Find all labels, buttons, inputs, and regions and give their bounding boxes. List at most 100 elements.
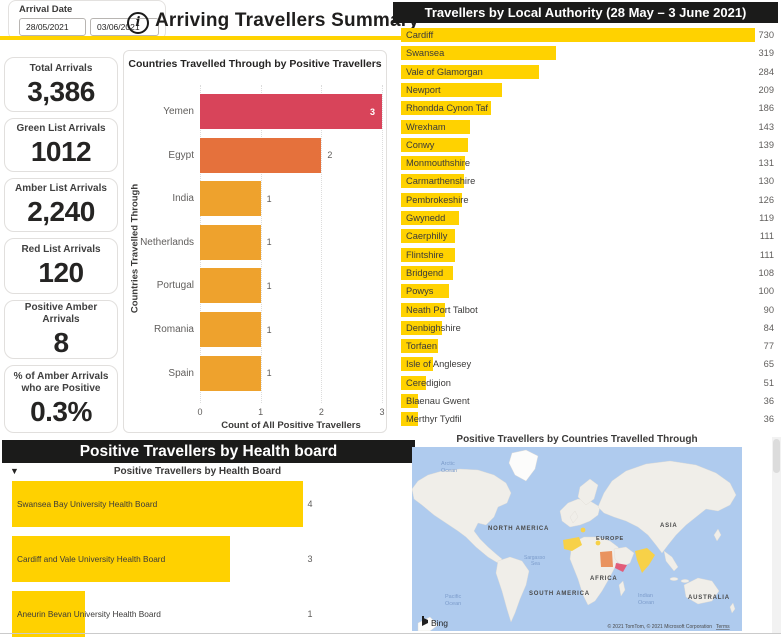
kpi-card-positive-amber-arrivals: Positive Amber Arrivals 8 [4,300,118,359]
bar-powys[interactable] [401,284,450,299]
la-row-merthyr-tydfil: Merthyr Tydfil 36 [393,411,778,429]
kpi-value: 3,386 [27,75,95,107]
bar-portugal[interactable] [200,268,261,304]
bar-cardiff-and-vale-university-health-board[interactable] [12,536,231,582]
bar-torfaen[interactable] [401,339,439,354]
data-label: 139 [758,139,774,150]
bar-romania[interactable] [200,312,261,347]
svg-text:Ocean: Ocean [445,601,461,607]
kpi-label: Amber List Arrivals [15,183,107,194]
la-row-ceredigion: Ceredigion 51 [393,375,778,393]
data-label: 284 [758,66,774,77]
page-title: Arriving Travellers Summary [155,10,420,31]
y-axis-title: Countries Travelled Through [129,183,141,314]
category-label: Egypt [168,149,194,161]
bar-merthyr-tydfil[interactable] [401,412,419,427]
la-row-wrexham: Wrexham 143 [393,119,778,137]
map-highlight-spain[interactable] [563,537,582,551]
bar-vale-of-glamorgan[interactable] [401,64,539,79]
bar-swansea[interactable] [401,46,556,61]
indonesia-island [669,577,679,581]
europe [559,498,601,528]
bar-monmouthshire[interactable] [401,156,465,171]
bar-spain[interactable] [200,355,261,391]
la-row-torfaen: Torfaen 77 [393,338,778,356]
bar-pembrokeshire[interactable] [401,192,463,207]
bar-conwy[interactable] [401,137,469,152]
info-icon[interactable]: i [127,12,149,34]
bar-gwynedd[interactable] [401,211,459,225]
local-authority-chart: Cardiff 730 Swansea 319 Vale of Glamorgan 284… [393,27,778,433]
data-label: 84 [763,322,774,333]
category-label: Cardiff and Vale University Health Board [17,554,166,564]
category-label: Carmarthenshire [406,176,476,187]
category-label: Caerphilly [406,231,448,242]
category-label: Romania [153,324,194,335]
map-highlight-india[interactable] [635,548,655,573]
data-label: 36 [763,414,774,425]
chart-title: Positive Travellers by Health Board [113,466,282,477]
health-board-panel-header: Positive Travellers by Health board [2,440,415,463]
greenland [508,449,539,482]
scrollbar[interactable] [772,437,781,633]
bar-bridgend[interactable] [401,265,454,280]
dropdown-arrow-icon[interactable]: ▼ [10,466,19,476]
data-label: 4 [307,499,313,509]
category-label: Blaenau Gwent [406,396,470,406]
date-start-input[interactable]: 28/05/2021 [19,18,86,36]
bar-flintshire[interactable] [401,247,455,262]
data-label: 90 [763,304,774,315]
map-highlight-netherlands[interactable] [580,527,586,533]
kpi-label: Green List Arrivals [16,123,106,134]
bar-isle-of-anglesey[interactable] [401,357,433,372]
bar-ceredigion[interactable] [401,375,426,390]
category-label: Conwy [406,139,435,150]
kpi-card-of-amber-arrivals-who-are-positive: % of Amber Arrivals who are Positive 0.3% [4,365,118,433]
bar-india[interactable] [200,181,261,217]
map-highlights[interactable] [563,527,655,573]
bar-aneurin-bevan-university-health-board[interactable] [12,591,85,637]
british-isles [569,510,579,524]
map-highlight-romania[interactable] [595,540,601,546]
bar-denbighshire[interactable] [401,320,442,335]
data-label: 1 [266,324,272,335]
la-row-swansea: Swansea 319 [393,45,778,63]
data-label: 65 [763,359,774,370]
svg-text:Ocean: Ocean [638,600,654,606]
bar-newport[interactable] [401,82,503,97]
bar-netherlands[interactable] [200,224,261,260]
la-row-pembrokeshire: Pembrokeshire 126 [393,192,778,210]
la-row-vale-of-glamorgan: Vale of Glamorgan 284 [393,64,778,82]
map-label-pacific: Pacific [445,594,461,600]
bar-neath-port-talbot[interactable] [401,302,445,317]
bing-logo-text: Bing [431,618,448,628]
la-row-gwynedd: Gwynedd 119 [393,210,778,228]
map-label-europe: EUROPE [596,536,624,542]
kpi-label: % of Amber Arrivals who are Positive [13,371,109,394]
bar-rhondda-cynon-taf[interactable] [401,101,492,116]
category-label: Cardiff [406,30,434,40]
data-label: 1 [266,237,272,248]
kpi-card-red-list-arrivals: Red List Arrivals 120 [4,238,118,294]
gridline [382,85,383,403]
kpi-value: 8 [53,326,69,358]
category-label: Ceredigion [406,377,451,388]
map-highlight-yemen[interactable] [615,563,627,572]
bar-cardiff[interactable] [401,28,755,42]
bar-blaenau-gwent[interactable] [401,394,419,408]
bar-carmarthenshire[interactable] [401,174,465,189]
map-terms-link[interactable]: Terms [716,624,730,630]
la-row-powys: Powys 100 [393,283,778,301]
bar-wrexham[interactable] [401,119,471,134]
data-label: 111 [759,249,774,260]
bar-egypt[interactable] [200,137,322,173]
kpi-value: 1012 [30,136,92,167]
scrollbar-thumb[interactable] [773,439,780,473]
bar-yemen[interactable] [200,94,382,129]
bar-caerphilly[interactable] [401,229,455,244]
la-row-denbighshire: Denbighshire 84 [393,320,778,338]
bar-swansea-bay-university-health-board[interactable] [12,481,303,527]
map-labels: Arctic Ocean NORTH AMERICA EUROPE ASIA P… [441,461,729,607]
map-highlight-egypt[interactable] [600,551,613,567]
world-map[interactable]: Arctic Ocean NORTH AMERICA EUROPE ASIA P… [412,447,742,631]
